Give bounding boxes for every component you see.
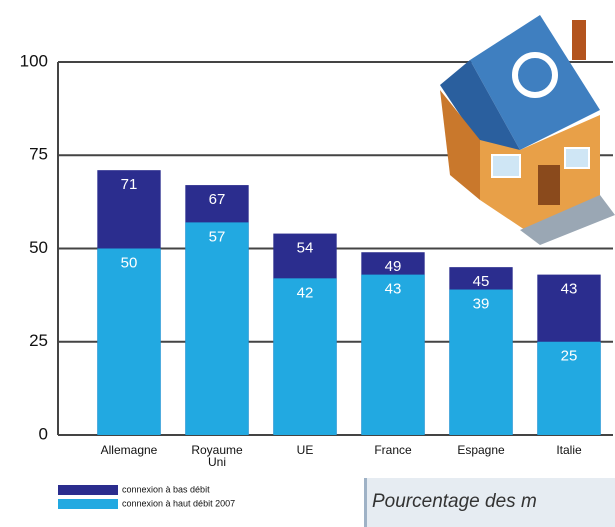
x-tick-label: Allemagne: [101, 443, 158, 457]
value-label: 39: [473, 295, 490, 312]
y-tick-label: 25: [29, 331, 48, 350]
y-tick-label: 75: [29, 145, 48, 164]
y-tick-label: 0: [39, 424, 48, 443]
legend-swatch: [58, 499, 118, 509]
bar: [449, 289, 513, 435]
value-label: 49: [385, 258, 402, 275]
bar: [273, 278, 337, 435]
plot: 0 25 50 75 100 71 50 Allemagne 67 57 Royaume Uni 54 4…: [20, 51, 613, 509]
house-illustration: [440, 15, 615, 245]
value-label: 67: [209, 191, 226, 208]
x-tick-label: Italie: [556, 443, 582, 457]
bar: [361, 274, 425, 435]
legend-label: connexion à haut débit 2007: [122, 498, 235, 508]
value-label: 43: [385, 281, 402, 298]
value-label: 42: [297, 284, 314, 301]
x-tick-label: France: [374, 443, 412, 457]
y-tick-label: 50: [29, 238, 48, 257]
y-tick-label: 100: [20, 51, 48, 70]
bar: [537, 341, 601, 435]
legend-swatch: [58, 485, 118, 495]
value-label: 50: [121, 254, 138, 271]
value-label: 43: [561, 281, 578, 298]
bar: [185, 222, 249, 435]
value-label: 71: [121, 176, 138, 193]
legend-label: connexion à bas débit: [122, 484, 210, 494]
x-tick-label: UE: [297, 443, 314, 457]
value-label: 45: [473, 273, 490, 290]
value-label: 25: [561, 348, 578, 365]
caption-box: [364, 478, 615, 527]
value-label: 54: [297, 240, 314, 257]
x-tick-label: Espagne: [457, 443, 505, 457]
bar: [97, 248, 161, 435]
caption: Pourcentage des m: [372, 491, 537, 512]
x-tick-label: Royaume Uni: [191, 443, 243, 469]
value-label: 57: [209, 228, 226, 245]
